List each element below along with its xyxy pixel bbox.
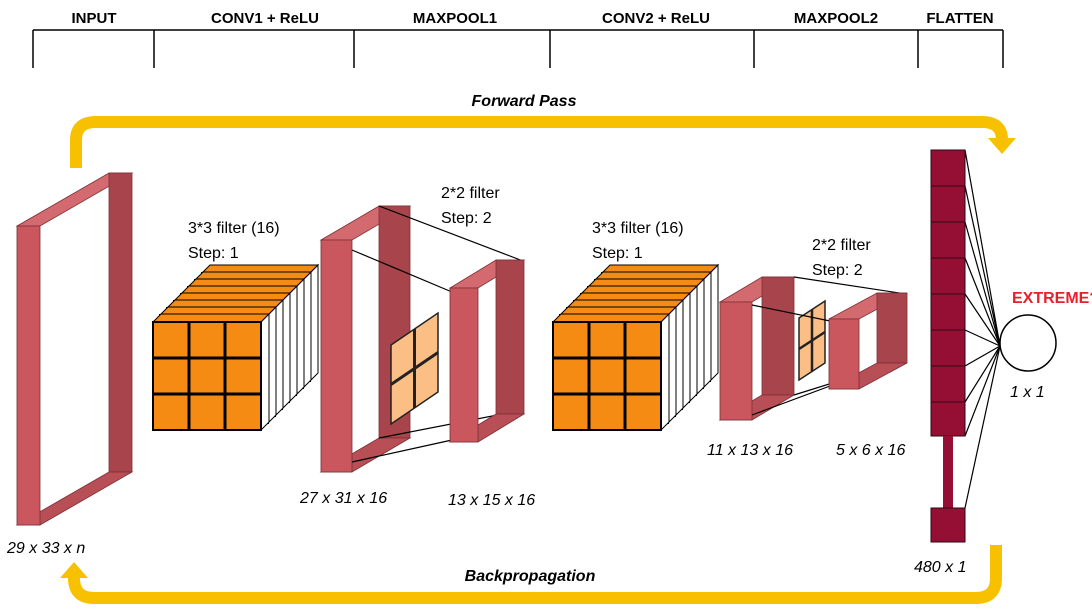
pool1-output-dim-label: 13 x 15 x 16: [448, 492, 535, 509]
pool2-output-volume: [828, 292, 908, 390]
pool1-filter-step: Step: 2: [441, 210, 492, 227]
conv1-filter-stack: [151, 263, 320, 432]
conv1-output-volume: [319, 205, 412, 473]
output-node: [999, 314, 1057, 372]
backpropagation-label: Backpropagation: [465, 568, 596, 585]
flatten-cell: [930, 185, 966, 223]
flatten-cell: [930, 401, 966, 437]
flatten-dim-label: 480 x 1: [914, 559, 966, 576]
pool1-output-volume: [448, 259, 526, 443]
pool2-output-dim-label: 5 x 6 x 16: [836, 442, 905, 459]
stage-label-maxpool1: MAXPOOL1: [413, 10, 497, 27]
flatten-cell: [930, 507, 966, 543]
filter-kernel: [551, 312, 671, 432]
forward-pass-arrow: [70, 116, 1016, 168]
flatten-cell: [930, 221, 966, 259]
flatten-ellipsis-bar: [943, 436, 953, 508]
dense-connections: [964, 149, 1001, 509]
conv1-filter-step: Step: 1: [188, 245, 239, 262]
flatten-cell: [930, 257, 966, 295]
stage-header: INPUT CONV1 + ReLU MAXPOOL1 CONV2 + ReLU…: [32, 10, 1004, 68]
conv1-output-dim-label: 27 x 31 x 16: [299, 490, 387, 507]
stage-label-conv1: CONV1 + ReLU: [211, 10, 319, 27]
pool2-filter-step: Step: 2: [812, 262, 863, 279]
pool1-filter-size: 2*2 filter: [441, 185, 500, 202]
stage-label-input: INPUT: [72, 10, 117, 27]
flatten-cell: [930, 329, 966, 367]
stage-label-flatten: FLATTEN: [926, 10, 993, 27]
pool1-receptive-field: [390, 311, 439, 426]
input-dim-label: 29 x 33 x n: [6, 540, 85, 557]
stage-label-maxpool2: MAXPOOL2: [794, 10, 878, 27]
filter-kernel: [151, 312, 271, 432]
flatten-cell: [930, 365, 966, 403]
output-label: EXTREME?: [1012, 290, 1092, 307]
flatten-cell: [930, 293, 966, 331]
pool2-filter-size: 2*2 filter: [812, 237, 871, 254]
conv2-output-volume: [718, 276, 796, 421]
backpropagation-arrow: [60, 545, 1002, 604]
stage-bracket: [32, 29, 1004, 68]
conv2-filter-stack: [551, 263, 720, 432]
flatten-vector: [930, 149, 966, 543]
conv2-filter-step: Step: 1: [592, 245, 643, 262]
forward-pass-label: Forward Pass: [472, 93, 577, 110]
flatten-cell: [930, 149, 966, 187]
conv2-output-dim-label: 11 x 13 x 16: [707, 442, 793, 459]
pool2-receptive-field: [798, 299, 826, 382]
stage-label-conv2: CONV2 + ReLU: [602, 10, 710, 27]
conv2-filter-size: 3*3 filter (16): [592, 220, 684, 237]
input-volume: [15, 172, 134, 526]
output-dim-label: 1 x 1: [1010, 384, 1045, 401]
conv1-filter-size: 3*3 filter (16): [188, 220, 280, 237]
